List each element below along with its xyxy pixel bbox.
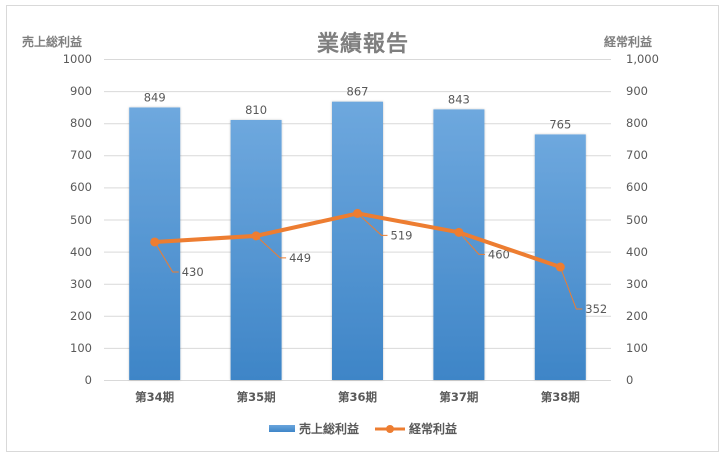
left-tick-label: 800 — [70, 116, 92, 131]
right-tick-label: 400 — [626, 244, 648, 259]
line-marker[interactable] — [353, 208, 362, 218]
category-label: 第34期 — [135, 390, 175, 404]
legend-label-line: 経常利益 — [409, 422, 458, 436]
right-tick-label: 700 — [626, 148, 648, 163]
line-data-label: 449 — [289, 251, 311, 265]
category-label: 第38期 — [540, 390, 580, 404]
legend-item-line[interactable]: 経常利益 — [375, 420, 457, 437]
bar[interactable] — [433, 109, 485, 380]
chart-title: 業績報告 — [316, 32, 409, 57]
leader-line — [255, 235, 287, 259]
bar[interactable] — [534, 134, 586, 380]
leader-line — [458, 232, 485, 255]
bar[interactable] — [230, 119, 282, 381]
right-tick-label: 500 — [626, 212, 648, 227]
right-tick-label: 600 — [626, 180, 648, 195]
bar-data-label: 867 — [347, 85, 369, 99]
bar-data-label: 765 — [549, 117, 571, 131]
line-marker[interactable] — [454, 227, 464, 237]
right-tick-label: 300 — [626, 276, 648, 291]
bar-data-label: 849 — [144, 90, 166, 104]
right-axis-title: 経常利益 — [604, 35, 653, 49]
bar[interactable] — [332, 101, 383, 381]
right-tick-label: 200 — [626, 308, 648, 323]
leader-line — [154, 241, 179, 273]
line-marker[interactable] — [150, 237, 160, 247]
right-tick-label: 900 — [626, 84, 648, 99]
left-tick-label: 400 — [70, 244, 92, 259]
line-marker[interactable] — [251, 231, 261, 241]
leader-line — [559, 266, 583, 310]
left-tick-label: 100 — [70, 340, 92, 355]
legend-label-bar: 売上総利益 — [298, 422, 359, 436]
right-tick-label: 100 — [626, 340, 648, 355]
bar-swatch-icon — [268, 425, 295, 432]
left-tick-label: 700 — [70, 148, 92, 163]
line-data-label: 430 — [182, 265, 204, 279]
left-tick-label: 900 — [70, 84, 92, 99]
line-data-label: 352 — [585, 302, 607, 316]
left-tick-label: 200 — [70, 308, 92, 323]
line-data-label: 519 — [391, 228, 413, 242]
line-data-label: 460 — [488, 247, 510, 261]
left-tick-label: 1000 — [62, 52, 92, 66]
category-label: 第36期 — [337, 390, 377, 404]
leader-line — [357, 213, 388, 236]
line-marker-icon — [375, 424, 405, 433]
left-tick-label: 0 — [84, 373, 92, 387]
left-tick-label: 500 — [70, 212, 92, 227]
right-tick-label: 0 — [626, 373, 634, 387]
right-tick-label: 800 — [626, 116, 648, 131]
category-label: 第35期 — [236, 390, 276, 404]
left-tick-label: 300 — [70, 276, 92, 291]
left-tick-label: 600 — [70, 180, 92, 195]
category-label: 第37期 — [439, 390, 479, 404]
right-tick-label: 1,000 — [626, 52, 659, 66]
bar-data-label: 843 — [448, 92, 470, 106]
legend-item-bar[interactable]: 売上総利益 — [268, 420, 359, 437]
bar-data-label: 810 — [245, 103, 267, 117]
line-marker[interactable] — [555, 262, 565, 272]
left-axis-title: 売上総利益 — [22, 35, 83, 49]
legend: 売上総利益 経常利益 — [0, 420, 726, 437]
